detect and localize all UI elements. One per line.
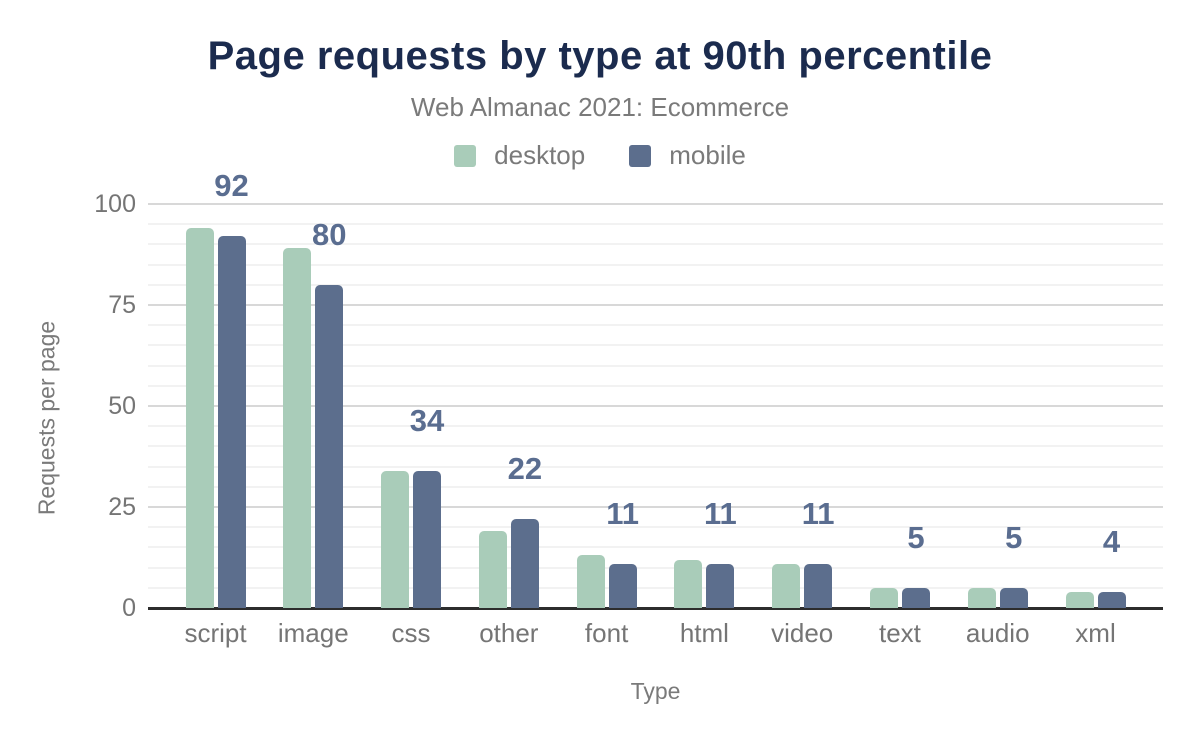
bar-mobile-css (413, 470, 442, 608)
bar-mobile-text (901, 587, 930, 608)
bar-desktop-text (869, 587, 898, 608)
gridline-minor (148, 283, 1163, 286)
legend-label-mobile: mobile (669, 140, 746, 170)
gridline-minor (148, 526, 1163, 529)
x-category-label-html: html (679, 618, 729, 648)
bar-desktop-other (478, 531, 507, 608)
data-label-xml: 4 (1102, 523, 1121, 559)
gridline-minor (148, 546, 1163, 549)
legend-label-desktop: desktop (494, 140, 586, 170)
x-category-label-css: css (391, 618, 431, 648)
bar-desktop-xml (1065, 591, 1094, 608)
bar-mobile-script (217, 236, 246, 608)
chart-subtitle: Web Almanac 2021: Ecommerce (410, 92, 790, 122)
x-category-label-audio: audio (965, 618, 1030, 648)
data-label-image: 80 (312, 216, 347, 252)
data-label-html: 11 (704, 495, 737, 531)
x-category-label-text: text (878, 618, 921, 648)
x-category-label-script: script (184, 618, 247, 648)
legend-item-mobile: mobile (629, 140, 746, 171)
y-axis-tick-label: 0 (122, 594, 136, 622)
bar-desktop-video (772, 563, 801, 608)
legend-item-desktop: desktop (454, 140, 585, 171)
gridline-minor (148, 344, 1163, 347)
gridline-major (148, 506, 1163, 508)
gridline-major (148, 405, 1163, 407)
data-label-text: 5 (907, 519, 925, 555)
x-category-label-video: video (771, 618, 834, 648)
data-label-other: 22 (507, 451, 543, 487)
x-axis-line (148, 607, 1163, 610)
bar-mobile-font (608, 563, 637, 608)
x-category-label-font: font (584, 618, 629, 648)
bar-desktop-css (381, 470, 410, 608)
data-label-css: 34 (409, 402, 445, 438)
bar-desktop-audio (967, 587, 996, 608)
legend-swatch-mobile (629, 144, 652, 167)
gridline-minor (148, 384, 1163, 387)
data-label-video: 11 (801, 495, 835, 531)
bar-mobile-html (706, 563, 735, 608)
bar-mobile-audio (999, 587, 1028, 608)
gridline-minor (148, 324, 1163, 327)
y-axis-tick-label: 25 (108, 493, 136, 521)
bar-mobile-other (510, 519, 539, 608)
gridline-minor (148, 425, 1163, 428)
gridline-major (148, 304, 1163, 306)
bar-mobile-xml (1097, 591, 1126, 608)
y-axis-tick-label: 50 (108, 392, 136, 420)
chart-title: Page requests by type at 90th percentile (207, 34, 993, 78)
gridline-minor (148, 465, 1163, 468)
gridline-minor (148, 243, 1163, 246)
bar-desktop-html (674, 559, 703, 608)
x-category-label-xml: xml (1075, 618, 1116, 648)
y-axis-tick-label: 75 (108, 291, 136, 319)
bar-desktop-image (283, 248, 312, 608)
data-label-audio: 5 (1005, 519, 1023, 555)
bar-mobile-video (804, 563, 833, 608)
x-category-label-image: image (277, 618, 349, 648)
bar-desktop-font (576, 555, 605, 608)
bar-desktop-script (185, 228, 214, 608)
data-label-script: 92 (214, 168, 249, 204)
gridline-minor (148, 485, 1163, 488)
gridline-minor (148, 586, 1163, 589)
data-label-font: 11 (606, 495, 639, 531)
legend-swatch-desktop (454, 144, 477, 167)
x-axis-title: Type (630, 678, 681, 704)
y-axis-title: Requests per page (33, 320, 60, 516)
x-category-label-other: other (479, 618, 539, 648)
gridline-minor (148, 445, 1163, 448)
gridline-minor (148, 223, 1163, 226)
gridline-minor (148, 263, 1163, 266)
legend: desktop mobile (0, 140, 1200, 171)
bar-mobile-image (315, 284, 344, 608)
gridline-major (148, 203, 1163, 205)
gridline-minor (148, 364, 1163, 367)
gridline-minor (148, 566, 1163, 569)
y-axis-tick-label: 100 (94, 190, 136, 218)
